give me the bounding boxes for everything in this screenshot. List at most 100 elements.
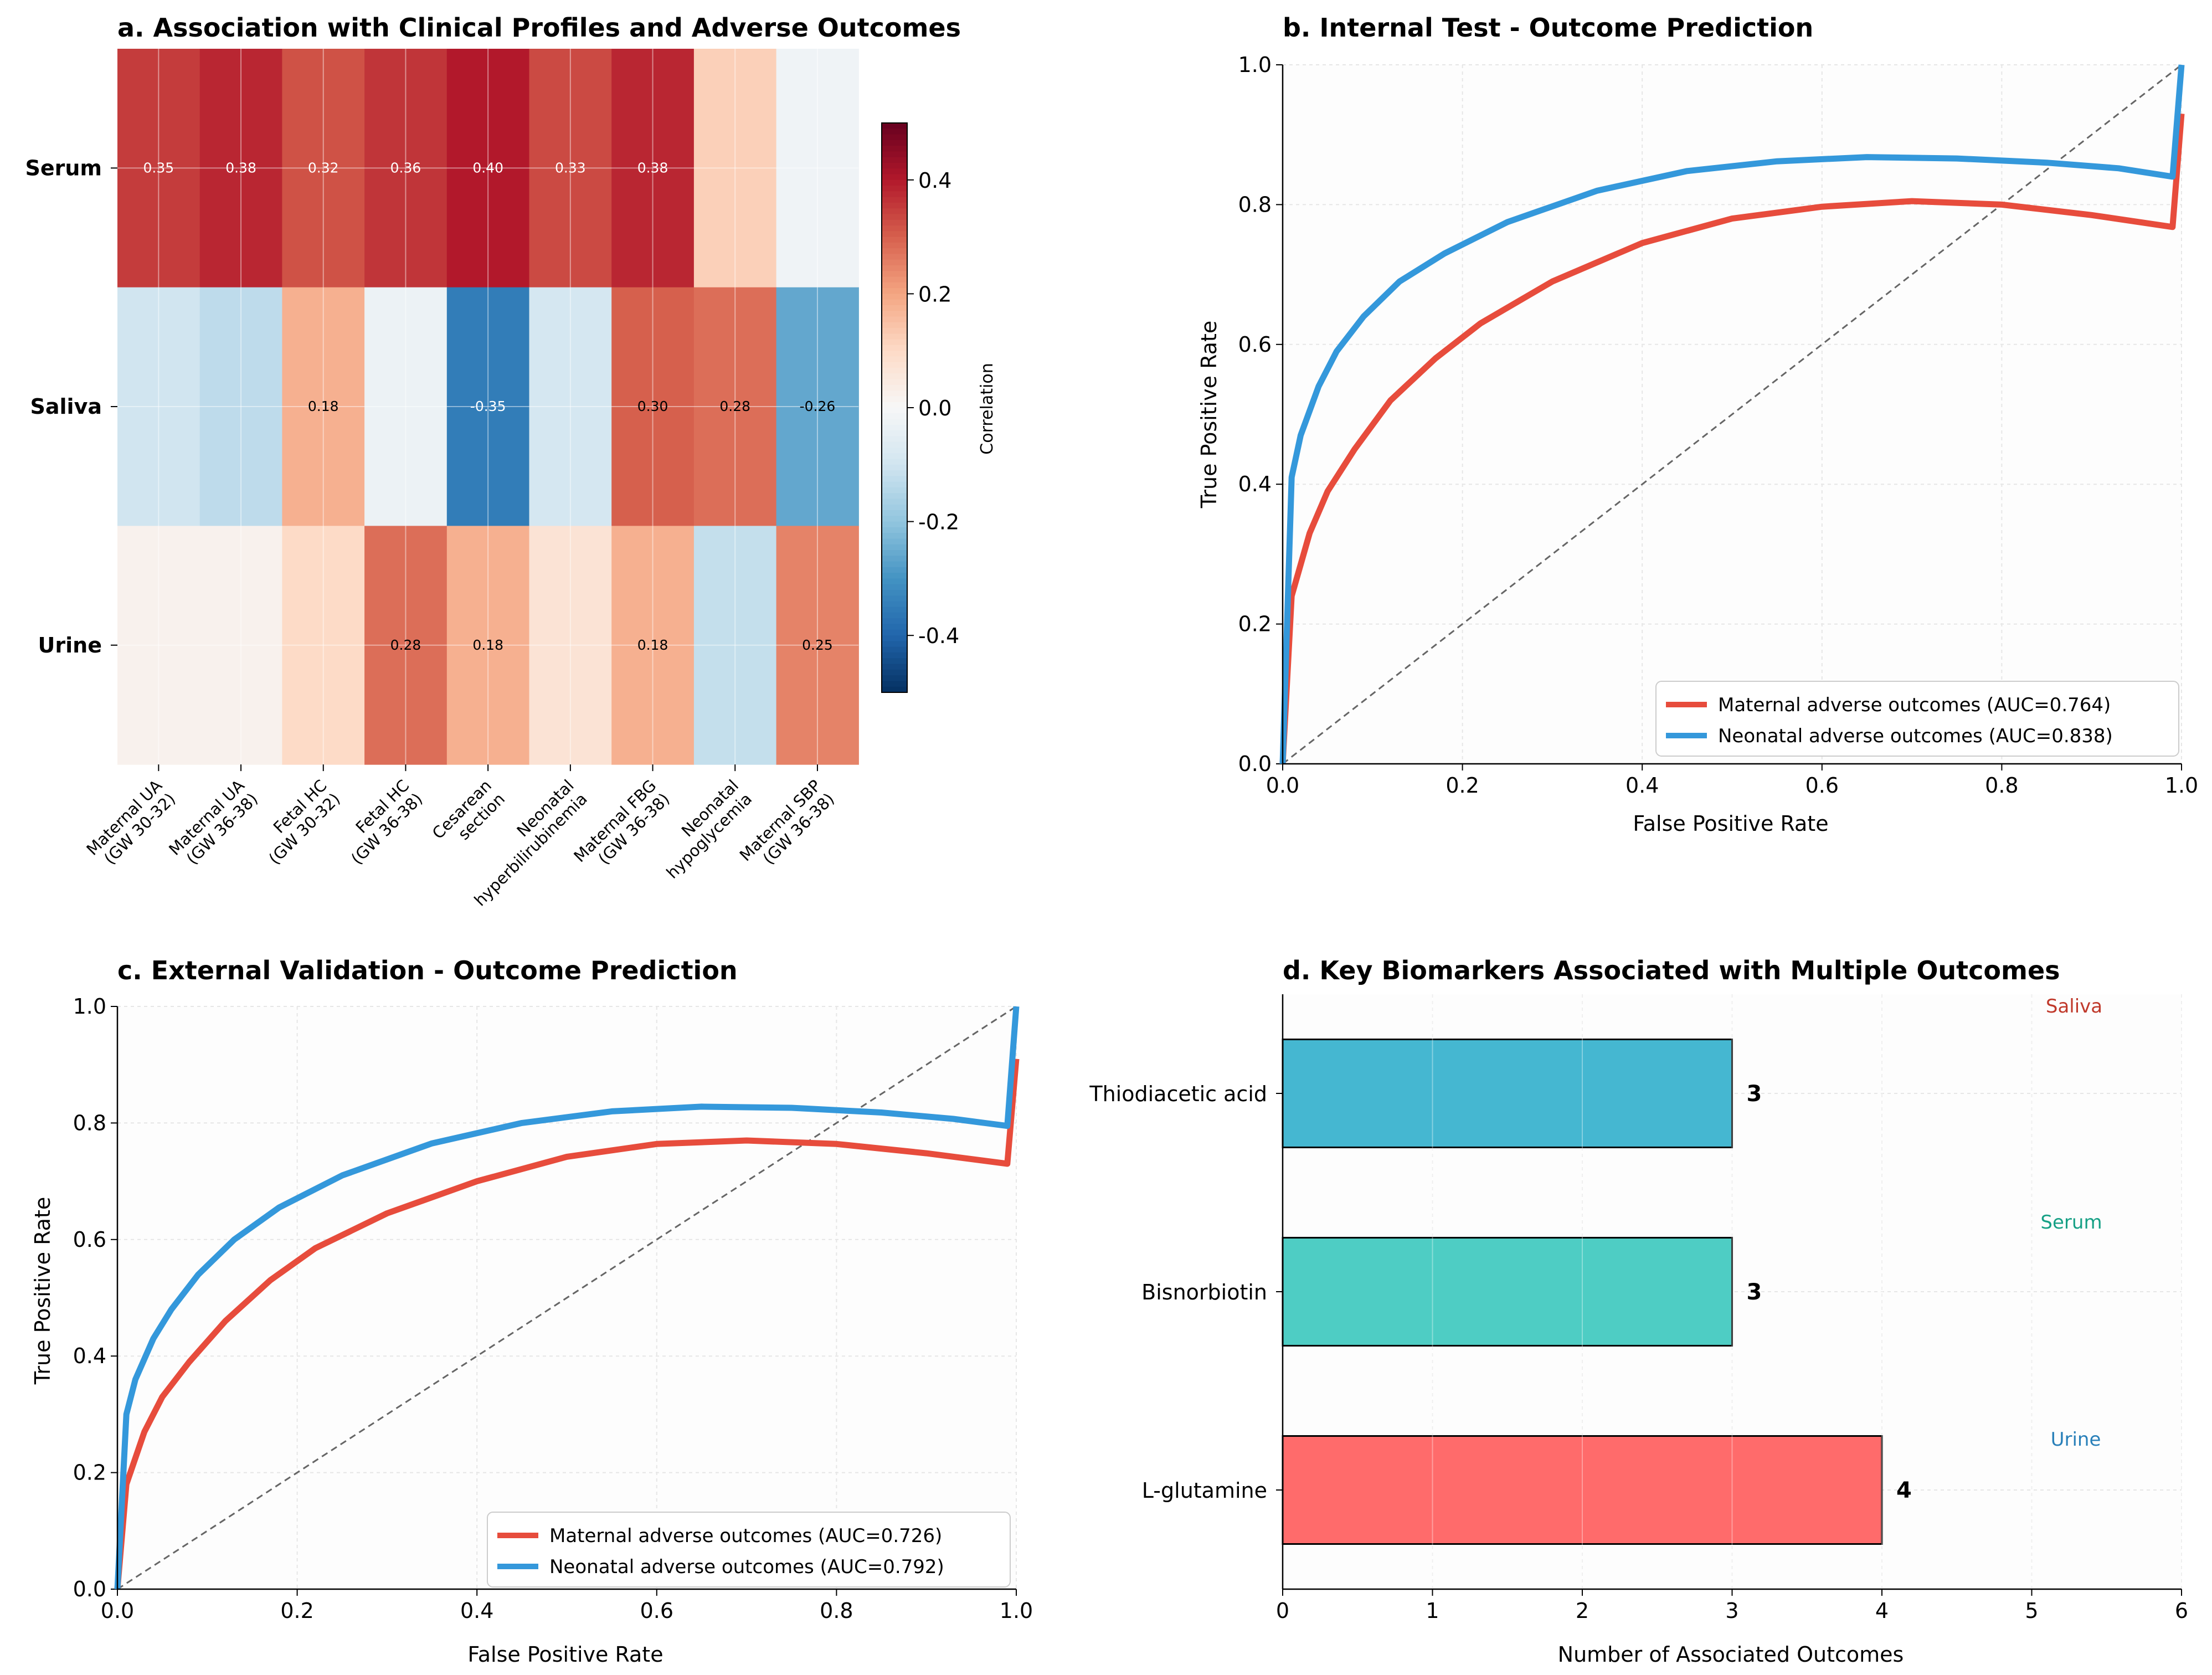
heatmap-cell <box>776 526 859 765</box>
colorbar-segment <box>882 487 907 494</box>
x-tick-label: 0.6 <box>640 1599 673 1623</box>
y-tick-label: 0.2 <box>73 1461 106 1485</box>
legend-b-neonatal-label: Neonatal adverse outcomes (AUC=0.838) <box>1718 725 2113 747</box>
heatmap-cell-label: 0.38 <box>225 160 256 176</box>
heatmap-row-label: Serum <box>25 156 102 180</box>
panel-d: d. Key Biomarkers Associated with Multip… <box>1089 955 2188 1667</box>
heatmap-cell <box>776 287 859 526</box>
heatmap-cell-label: 0.32 <box>308 160 339 176</box>
x-tick-label: 4 <box>1875 1599 1889 1623</box>
colorbar-segment <box>882 607 907 613</box>
colorbar-segment <box>882 504 907 511</box>
y-tick-label: 0.0 <box>1238 752 1272 776</box>
colorbar-segment <box>882 464 907 471</box>
heatmap-cell-label: -0.26 <box>800 398 836 414</box>
legend-c-maternal-label: Maternal adverse outcomes (AUC=0.726) <box>549 1525 942 1547</box>
colorbar-segment <box>882 168 907 175</box>
colorbar-segment <box>882 339 907 346</box>
colorbar-segment <box>882 265 907 272</box>
colorbar-segment <box>882 567 907 573</box>
colorbar-segment <box>882 629 907 636</box>
colorbar-tick-label: -0.4 <box>918 624 959 648</box>
colorbar-label: Correlation <box>978 363 997 454</box>
colorbar-segment <box>882 618 907 625</box>
colorbar-segment <box>882 254 907 260</box>
annotation-saliva: Saliva <box>2046 995 2102 1018</box>
colorbar-segment <box>882 391 907 397</box>
x-tick-label: 1.0 <box>2165 773 2198 798</box>
colorbar-segment <box>882 584 907 590</box>
colorbar-segment <box>882 641 907 648</box>
colorbar-segment <box>882 151 907 158</box>
panel-d-xlabel: Number of Associated Outcomes <box>1558 1642 1904 1667</box>
colorbar-segment <box>882 544 907 551</box>
x-tick-label: 1.0 <box>1000 1599 1033 1623</box>
colorbar-segment <box>882 288 907 295</box>
panel-c-legend: Maternal adverse outcomes (AUC=0.726) Ne… <box>487 1512 1011 1587</box>
heatmap-cell <box>611 526 695 765</box>
heatmap-cell <box>693 287 777 526</box>
colorbar-segment <box>882 573 907 579</box>
colorbar-segment <box>882 408 907 414</box>
heatmap-cell <box>282 526 365 765</box>
panel-b-xlabel: False Positive Rate <box>1633 811 1828 836</box>
colorbar-segment <box>882 276 907 283</box>
colorbar-segment <box>882 282 907 289</box>
colorbar-segment <box>882 333 907 340</box>
bar <box>1282 1435 1883 1545</box>
heatmap-cell <box>611 287 695 526</box>
colorbar-segment <box>882 197 907 203</box>
x-tick-label: 0.4 <box>1625 773 1659 798</box>
heatmap-cell <box>446 49 530 288</box>
heatmap-cell <box>364 526 447 765</box>
heatmap-cell <box>117 49 200 288</box>
heatmap-cell-label: 0.18 <box>637 637 668 653</box>
colorbar-segment <box>882 481 907 488</box>
panel-b-ylabel: True Positive Rate <box>1197 321 1221 509</box>
heatmap-cell-label: 0.18 <box>308 398 339 414</box>
roc-curve-neonatal <box>114 1006 1020 1590</box>
colorbar-segment <box>882 652 907 659</box>
y-tick-label: 0.8 <box>1238 192 1272 217</box>
colorbar-segment <box>882 174 907 181</box>
colorbar-segment <box>882 208 907 215</box>
colorbar-segment <box>882 316 907 323</box>
heatmap-cell-label: 0.36 <box>390 160 421 176</box>
colorbar-segment <box>882 157 907 163</box>
colorbar-segment <box>882 328 907 335</box>
colorbar-segment <box>882 470 907 477</box>
heatmap-cell <box>529 49 612 288</box>
y-tick-label: 0.6 <box>1238 332 1272 357</box>
colorbar-segment <box>882 373 907 380</box>
roc-curve-maternal <box>1279 113 2185 764</box>
colorbar-segment <box>882 441 907 448</box>
colorbar-segment <box>882 658 907 665</box>
colorbar-segment <box>882 225 907 232</box>
colorbar-segment <box>882 219 907 226</box>
panel-d-title: d. Key Biomarkers Associated with Multip… <box>1283 955 2060 985</box>
colorbar-segment <box>882 578 907 585</box>
x-tick-label: 0.4 <box>460 1599 493 1623</box>
colorbar-segment <box>882 476 907 482</box>
x-tick-label: 5 <box>2025 1599 2038 1623</box>
colorbar-segment <box>882 538 907 545</box>
colorbar-segment <box>882 419 907 425</box>
x-tick-label: 0.6 <box>1805 773 1839 798</box>
heatmap-cell-label: 0.25 <box>802 637 833 653</box>
annotation-urine: Urine <box>2051 1429 2101 1451</box>
colorbar-tick-label: -0.2 <box>918 510 959 535</box>
panel-a: a. Association with Clinical Profiles an… <box>25 13 997 910</box>
colorbar-segment <box>882 362 907 368</box>
colorbar-segment <box>882 533 907 540</box>
y-tick-label: 0.0 <box>73 1577 106 1601</box>
heatmap-cell <box>529 287 612 526</box>
panel-c-ylabel: True Positive Rate <box>30 1197 55 1385</box>
bar-value-label: 4 <box>1896 1478 1912 1503</box>
x-tick-label: 0 <box>1276 1599 1289 1623</box>
colorbar-segment <box>882 686 907 693</box>
roc-curve-maternal <box>114 1059 1020 1590</box>
colorbar-segment <box>882 589 907 597</box>
x-tick-label: 6 <box>2175 1599 2188 1623</box>
chance-line <box>1282 64 2182 765</box>
heatmap-cell <box>117 287 200 526</box>
